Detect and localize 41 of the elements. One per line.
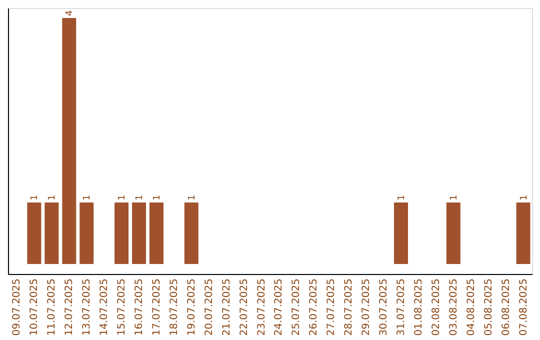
data-label: 1 [449,194,460,200]
x-tick-label: 22.07.2025 [238,278,250,336]
data-label: 1 [30,194,40,200]
x-tick-label: 09.07.2025 [12,278,23,336]
data-label: 1 [187,194,198,200]
x-tick-label: 27.07.2025 [326,278,338,336]
x-tick-label: 15.07.2025 [116,278,128,336]
x-tick-label: 13.07.2025 [82,278,93,336]
x-tick-label: 12.07.2025 [64,278,76,336]
x-tick-label: 21.07.2025 [221,278,232,336]
x-tick-label: 24.07.2025 [274,278,285,336]
x-tick-label: 16.07.2025 [134,278,145,336]
x-tick-label: 18.07.2025 [168,278,180,336]
x-tick-label: 29.07.2025 [361,278,372,336]
x-tick-label: 14.07.2025 [99,278,110,336]
data-label: 1 [118,194,128,200]
x-tick-label: 20.07.2025 [204,278,215,336]
x-tick-label: 28.07.2025 [344,278,355,336]
x-tick-label: 07.08.2025 [518,278,530,336]
data-label: 1 [135,194,145,200]
data-label: 1 [519,194,530,200]
x-tick-label: 05.08.2025 [483,278,494,336]
x-tick-label: 25.07.2025 [291,278,302,336]
x-tick-label: 30.07.2025 [378,278,390,336]
x-tick-label: 10.07.2025 [29,278,40,336]
x-tick-label: 17.07.2025 [151,278,162,336]
x-tick-label: 26.07.2025 [308,278,320,336]
x-tick-label: 04.08.2025 [466,278,477,336]
x-tick-label: 11.07.2025 [46,278,58,336]
x-tick-label: 03.08.2025 [448,278,460,336]
x-tick-label: 01.08.2025 [413,278,424,336]
data-label: 1 [152,194,162,200]
data-label: 1 [397,194,407,200]
x-tick-label: 06.08.2025 [500,278,512,336]
data-label: 1 [82,194,93,200]
x-tick-label: 31.07.2025 [396,278,407,336]
x-tick-label: 19.07.2025 [186,278,198,336]
data-label: 1 [48,194,58,200]
x-tick-label: 02.08.2025 [430,278,442,336]
data-label: 4 [65,10,76,16]
x-tick-label: 23.07.2025 [256,278,268,336]
